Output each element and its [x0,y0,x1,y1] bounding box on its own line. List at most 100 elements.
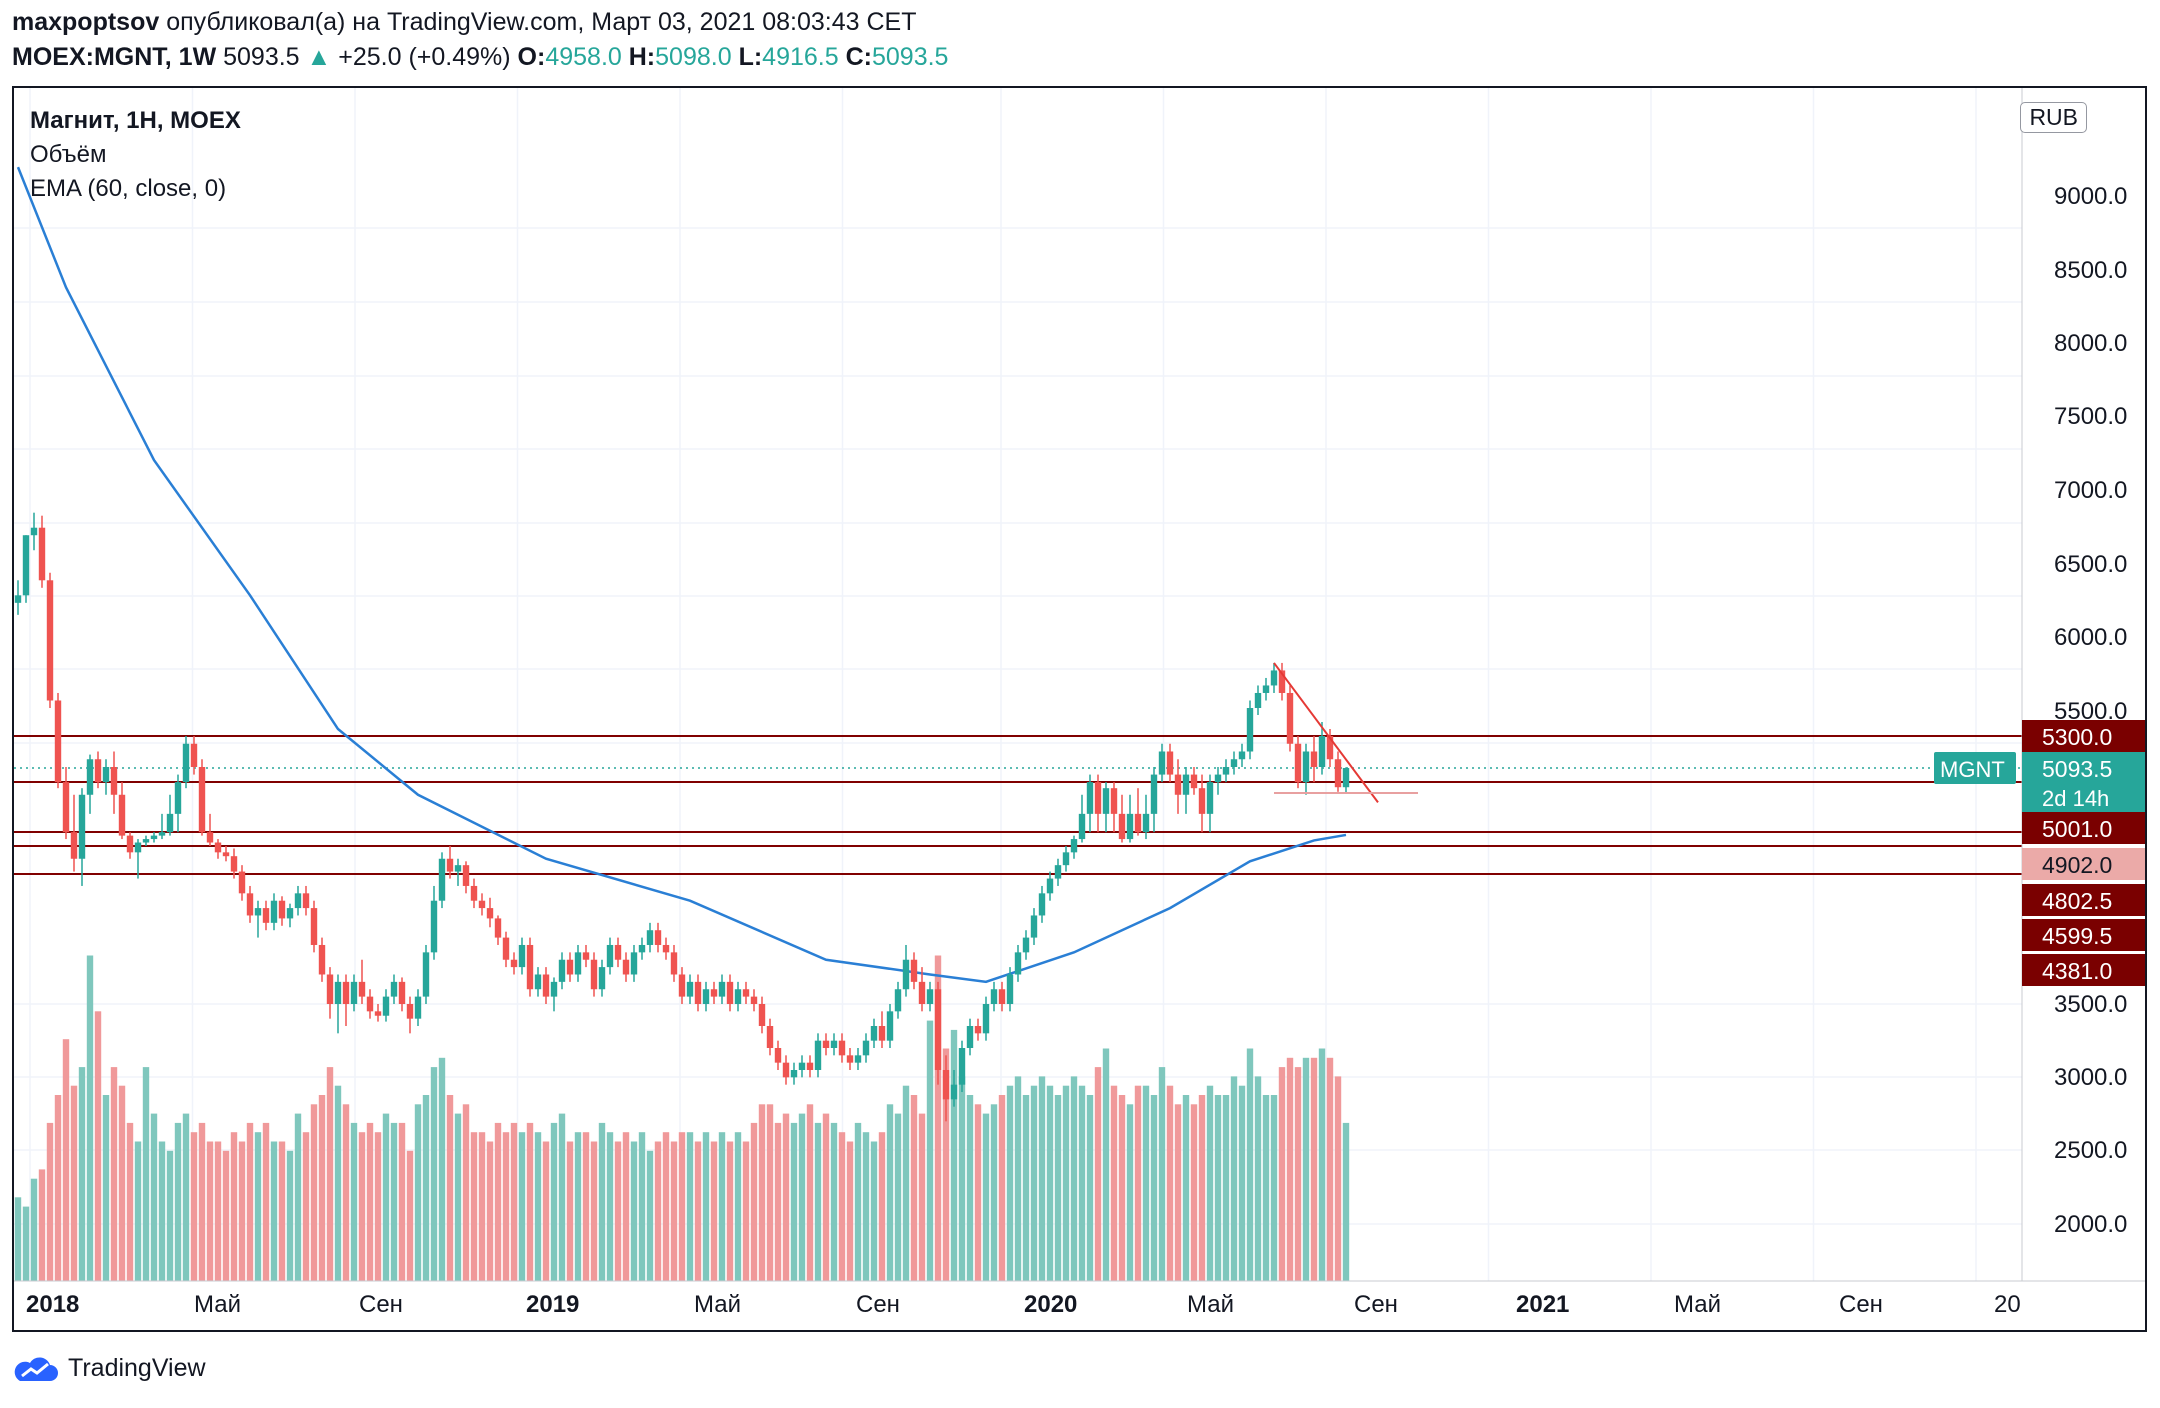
legend-ema[interactable]: EMA (60, close, 0) [30,175,227,202]
footer-brand[interactable]: TradingView [14,1354,206,1383]
volume-bar-up [798,1113,806,1281]
candle-body [566,959,574,975]
chart-frame[interactable]: 99000.08500.08000.07500.07000.06500.0600… [12,86,2147,1332]
candle-up [902,944,910,997]
candle-body [1102,788,1110,814]
volume-bar-down [918,1113,926,1281]
candle-down [190,736,198,775]
volume-bar-up [1126,1104,1134,1281]
candle-down [1134,788,1142,836]
candle-up [1222,759,1230,783]
time-tick-label: 2021 [1516,1291,1569,1318]
candle-body [1238,751,1246,760]
candle-body [30,527,38,536]
candle-down [510,952,518,975]
volume-bar-down [54,1095,62,1281]
candle-body [198,766,206,833]
candle-body [86,759,94,795]
candle-down [726,974,734,1012]
volume-bar-up [1214,1095,1222,1281]
candle-body [822,1040,830,1048]
volume-bar-up [1102,1048,1110,1281]
candle-down [1310,736,1318,783]
price-tick-label: 9000.0 [2054,183,2127,210]
legend-volume[interactable]: Объём [30,141,107,168]
time-tick-label: Сен [359,1291,403,1318]
candle-body [774,1048,782,1063]
volume-bar-down [318,1095,326,1281]
descending-trendline [1273,662,1379,803]
candle-up [1158,743,1166,783]
volume-bar-down [118,1085,126,1281]
candle-down [230,848,238,879]
candle-body [70,832,78,859]
price-chart[interactable]: 99000.08500.08000.07500.07000.06500.0600… [14,88,2145,1330]
author-name[interactable]: maxpoptsov [12,8,160,36]
volume-bar-up [270,1141,278,1281]
volume-bar-down [1294,1067,1302,1281]
candle-up [1318,722,1326,775]
volume-bar-up [1342,1122,1350,1281]
candle-body [38,527,46,581]
candle-down [1110,782,1118,833]
candle-body [718,981,726,997]
volume-bar-up [14,1197,22,1281]
volume-bar-up [518,1132,526,1281]
candle-body [1070,839,1078,853]
candle-body [230,856,238,872]
volume-bar-up [1078,1085,1086,1281]
volume-bar-up [430,1067,438,1281]
candle-body [1030,915,1038,938]
price-tick-label: 7500.0 [2054,403,2127,430]
volume-bar-up [334,1085,342,1281]
candle-body [814,1040,822,1070]
volume-bar-down [846,1141,854,1281]
volume-bar-down [62,1039,70,1281]
candle-body [390,981,398,997]
candle-body [806,1062,814,1070]
volume-bar-up [814,1122,822,1281]
time-tick-label: 2019 [526,1291,579,1318]
legend-title[interactable]: Магнит, 1Н, MOEX [30,107,241,134]
candle-body [750,996,758,1004]
candle-body [590,959,598,990]
candle-up [166,794,174,836]
volume-bar-up [1022,1095,1030,1281]
price-label-4381.0: 4381.0 [2022,954,2145,986]
candle-up [286,903,294,928]
candle-down [214,839,222,859]
price-label-5300.0: 5300.0 [2022,720,2145,752]
volume-bar-down [70,1085,78,1281]
volume-bar-up [1182,1095,1190,1281]
candle-body [870,1026,878,1041]
volume-bar-down [662,1132,670,1281]
volume-bar-down [670,1141,678,1281]
candle-body [46,580,54,701]
volume-bar-down [278,1141,286,1281]
candle-up [1062,845,1070,872]
candle-body [686,981,694,997]
candle-down [846,1048,854,1070]
currency-button[interactable]: RUB [2020,102,2087,133]
candle-up [854,1048,862,1070]
volume-bar-down [238,1141,246,1281]
price-label-4599.5: 4599.5 [2022,919,2145,951]
time-tick-label: 20 [1994,1291,2021,1318]
price-label-5001.0: 5001.0 [2022,812,2145,844]
time-tick-label: Сен [1839,1291,1883,1318]
candle-up [30,512,38,551]
candle-body [190,743,198,767]
high-value: 5098.0 [655,43,732,71]
candle-up [550,977,558,1012]
price-label-text: 4599.5 [2042,923,2112,949]
volume-bar-down [302,1132,310,1281]
volume-bar-up [718,1132,726,1281]
candle-up [254,900,262,938]
volume-bar-up [790,1122,798,1281]
volume-bar-up [606,1132,614,1281]
candle-body [166,813,174,833]
volume-bar-down [1286,1057,1294,1281]
volume-bar-down [878,1132,886,1281]
candle-body [286,908,294,919]
candle-up [886,1004,894,1048]
